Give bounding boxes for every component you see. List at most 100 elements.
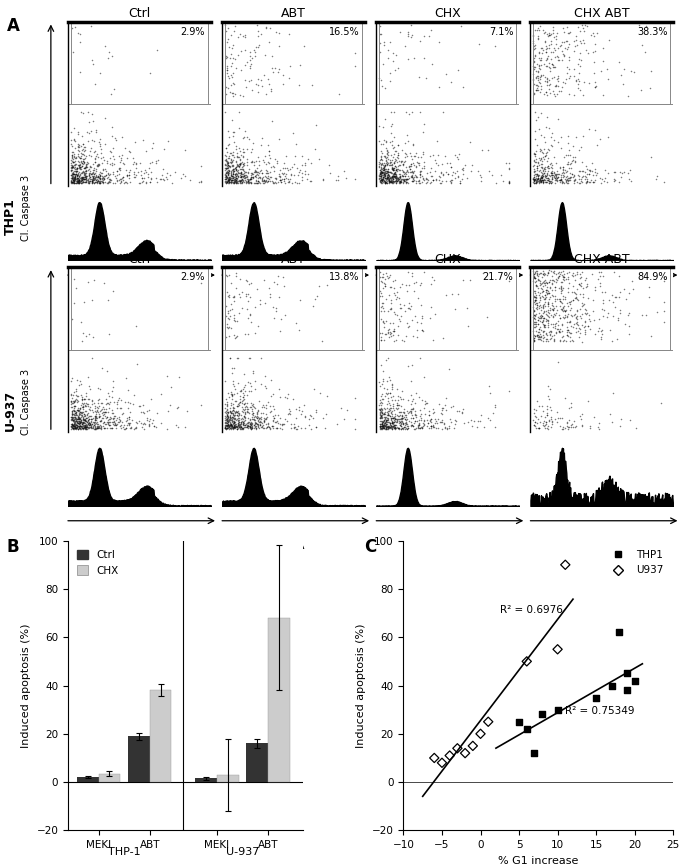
Point [66, 176, 77, 189]
Point [528, 59, 539, 73]
Point [377, 299, 388, 313]
Point [538, 176, 549, 190]
Point [430, 174, 441, 188]
Point [230, 331, 241, 345]
Point [549, 294, 560, 308]
Point [532, 168, 543, 182]
Point [428, 420, 439, 434]
Point [385, 409, 396, 423]
Point [406, 152, 417, 166]
Point [536, 165, 547, 179]
Point [262, 420, 273, 434]
Point [410, 396, 421, 410]
Point [625, 174, 636, 188]
Point [65, 400, 76, 413]
Point [388, 54, 398, 67]
Point [270, 151, 281, 165]
Point [221, 61, 232, 74]
Point [550, 317, 561, 330]
Point [233, 170, 243, 183]
Point [377, 414, 388, 428]
Point [67, 418, 78, 432]
Point [90, 400, 101, 413]
Point [573, 324, 583, 338]
Point [104, 144, 115, 158]
Point [88, 421, 99, 435]
Point [640, 308, 651, 322]
Point [565, 148, 576, 162]
Point [82, 393, 93, 407]
Point [379, 410, 390, 424]
Point [379, 411, 390, 425]
Point [221, 163, 232, 176]
Point [423, 416, 434, 430]
Point [381, 144, 392, 158]
Point [551, 86, 562, 100]
Point [350, 422, 360, 436]
Point [233, 375, 243, 389]
Point [228, 163, 239, 176]
Point [146, 171, 157, 185]
Point [388, 322, 399, 336]
Point [459, 158, 470, 172]
Point [543, 285, 554, 299]
Point [537, 313, 548, 327]
Point [388, 419, 399, 432]
Point [558, 160, 568, 174]
Text: C: C [364, 538, 376, 556]
Point [220, 415, 231, 429]
Point [222, 410, 233, 424]
Point [83, 105, 94, 119]
Point [237, 421, 248, 435]
Point [103, 176, 114, 190]
Point [530, 265, 541, 279]
Point [107, 120, 118, 134]
Point [545, 327, 556, 341]
Point [532, 175, 543, 189]
Point [530, 297, 541, 311]
Point [69, 151, 80, 164]
Point [241, 176, 252, 189]
Point [166, 381, 177, 394]
Point [543, 285, 554, 299]
Point [378, 420, 389, 433]
Point [530, 168, 541, 182]
Point [545, 165, 556, 179]
Point [384, 419, 394, 432]
Point [486, 169, 497, 183]
Point [426, 57, 437, 71]
Point [534, 172, 545, 186]
Point [231, 142, 241, 156]
Point [410, 413, 421, 427]
Point [228, 163, 239, 176]
Point [547, 288, 558, 302]
Point [390, 159, 401, 173]
Point [456, 406, 467, 420]
Point [246, 155, 257, 169]
Point [74, 420, 85, 433]
Point [77, 400, 88, 414]
Point [90, 421, 101, 435]
Point [171, 418, 182, 432]
Point [234, 407, 245, 421]
Point [100, 405, 111, 419]
Point [85, 420, 96, 434]
Point [75, 412, 86, 426]
Point [273, 65, 284, 79]
Point [600, 163, 611, 177]
Point [88, 418, 99, 432]
Point [475, 413, 486, 427]
Point [265, 373, 276, 387]
Point [76, 406, 87, 420]
Point [220, 153, 231, 167]
Point [562, 299, 573, 313]
Point [411, 386, 422, 400]
Point [382, 167, 393, 181]
Point [530, 156, 541, 170]
Point [379, 165, 390, 179]
Point [394, 175, 405, 189]
Point [256, 171, 267, 185]
Point [250, 41, 261, 54]
Point [72, 403, 83, 417]
Point [78, 420, 89, 433]
